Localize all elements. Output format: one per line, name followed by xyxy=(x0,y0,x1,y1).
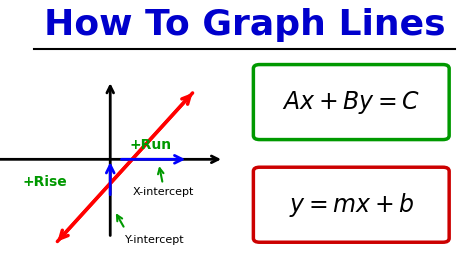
Text: +Rise: +Rise xyxy=(23,175,67,189)
Text: X-intercept: X-intercept xyxy=(132,187,193,197)
Text: Y-intercept: Y-intercept xyxy=(125,235,184,245)
Text: $Ax + By = C$: $Ax + By = C$ xyxy=(282,89,420,115)
FancyBboxPatch shape xyxy=(254,65,449,140)
Text: +Run: +Run xyxy=(129,138,171,152)
FancyBboxPatch shape xyxy=(254,167,449,242)
Text: How To Graph Lines: How To Graph Lines xyxy=(44,8,446,42)
Text: $y = mx + b$: $y = mx + b$ xyxy=(289,191,414,219)
